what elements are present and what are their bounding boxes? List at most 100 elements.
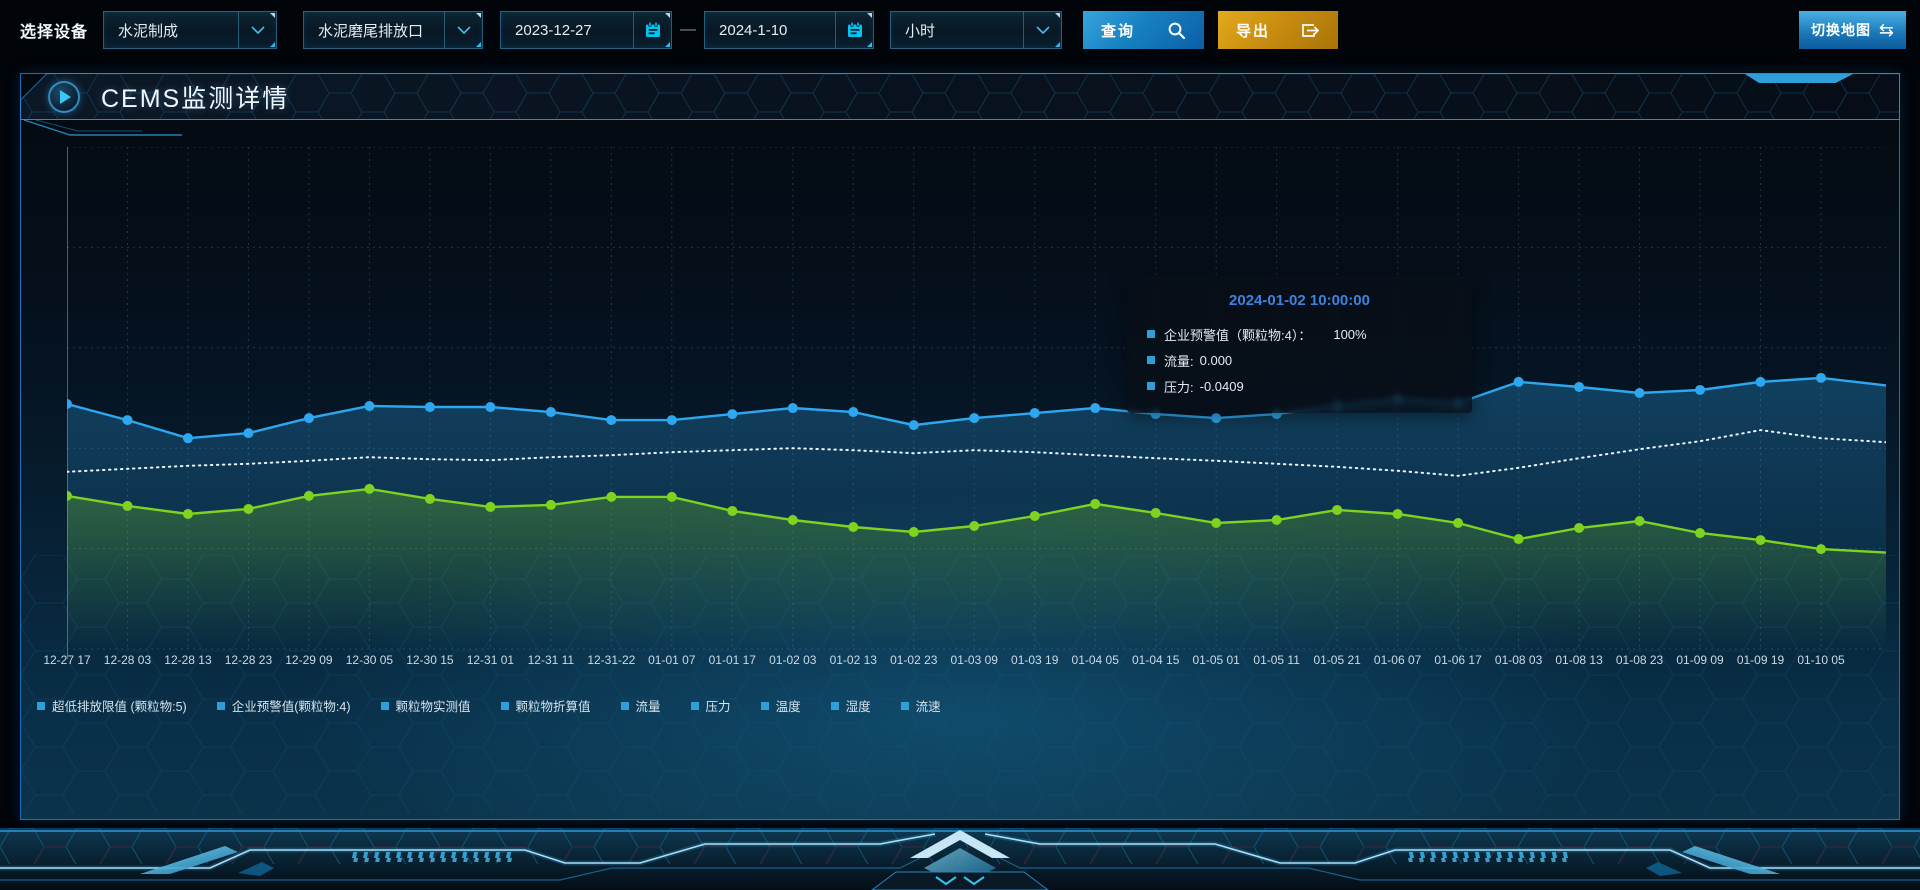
data-point[interactable]: [122, 500, 133, 511]
interval-select[interactable]: 小时: [890, 11, 1063, 49]
legend-item[interactable]: 流速: [900, 696, 941, 715]
end-date-input[interactable]: 2024-1-10: [704, 11, 875, 49]
x-axis-label: 01-05 01: [1192, 653, 1240, 667]
data-point[interactable]: [243, 503, 254, 514]
data-point[interactable]: [1090, 403, 1101, 414]
data-point[interactable]: [67, 399, 72, 410]
data-point[interactable]: [606, 491, 617, 502]
x-axis-label: 01-06 07: [1373, 653, 1422, 667]
data-point[interactable]: [1332, 504, 1343, 515]
data-point[interactable]: [1816, 544, 1826, 555]
export-button[interactable]: 导出: [1218, 11, 1339, 49]
data-point[interactable]: [364, 401, 375, 412]
data-point[interactable]: [303, 413, 314, 424]
start-date-input[interactable]: 2023-12-27: [500, 11, 673, 49]
legend-label: 流量: [635, 700, 661, 714]
data-point[interactable]: [1513, 376, 1524, 387]
tooltip-timestamp: 2024-01-02 10:00:00: [1229, 292, 1370, 309]
data-point[interactable]: [666, 415, 677, 426]
interval-select-value: 小时: [905, 22, 936, 40]
legend-item[interactable]: 湿度: [830, 696, 871, 715]
play-icon[interactable]: [48, 81, 80, 113]
data-point[interactable]: [908, 420, 919, 431]
data-point[interactable]: [243, 428, 254, 439]
legend-item[interactable]: 压力: [690, 696, 731, 715]
x-axis-label: 12-31 11: [527, 653, 575, 667]
data-point[interactable]: [1211, 413, 1222, 424]
device-type-select-value: 水泥制成: [118, 22, 179, 40]
data-point[interactable]: [424, 402, 435, 413]
data-point[interactable]: [182, 433, 193, 444]
chevron-down-icon[interactable]: [238, 12, 276, 48]
data-point[interactable]: [1634, 515, 1645, 526]
data-point[interactable]: [1574, 381, 1585, 392]
data-point[interactable]: [1150, 507, 1161, 518]
data-point[interactable]: [545, 499, 556, 510]
x-axis-label: 01-03 09: [950, 653, 998, 667]
chart-tooltip: 2024-01-02 10:00:00 企业预警值（颗粒物:4）： 100% 流…: [1127, 276, 1472, 413]
data-point[interactable]: [727, 409, 738, 420]
legend-marker-icon: [380, 701, 389, 710]
legend-item[interactable]: 颗粒物实测值: [380, 696, 471, 715]
calendar-icon[interactable]: [633, 12, 671, 48]
data-point[interactable]: [485, 501, 496, 512]
legend-item[interactable]: 企业预警值(颗粒物:4): [216, 696, 351, 715]
data-point[interactable]: [908, 527, 919, 538]
chevron-down-icon[interactable]: [444, 12, 482, 48]
data-point[interactable]: [424, 493, 435, 504]
data-point[interactable]: [1755, 535, 1766, 546]
data-point[interactable]: [727, 505, 738, 516]
data-point[interactable]: [969, 413, 980, 424]
legend-item[interactable]: 流量: [620, 696, 661, 715]
legend-item[interactable]: 超低排放限值 (颗粒物:5): [37, 696, 187, 715]
data-point[interactable]: [848, 522, 859, 533]
tooltip-item-value: -0.0409: [1199, 378, 1244, 394]
switch-map-button[interactable]: 切换地图 ⇆: [1799, 11, 1906, 49]
data-point[interactable]: [364, 483, 375, 494]
data-point[interactable]: [1695, 528, 1706, 539]
data-point[interactable]: [1029, 510, 1040, 521]
chevron-down-icon[interactable]: [1023, 12, 1061, 48]
calendar-icon[interactable]: [835, 12, 873, 48]
data-point[interactable]: [787, 514, 798, 525]
footer-tech-frame: [0, 828, 1920, 890]
switch-map-label: 切换地图: [1811, 22, 1871, 38]
data-point[interactable]: [1634, 387, 1645, 398]
data-point[interactable]: [122, 415, 133, 426]
data-point[interactable]: [545, 407, 556, 418]
data-point[interactable]: [303, 490, 314, 501]
data-point[interactable]: [787, 403, 798, 414]
query-button[interactable]: 查询: [1083, 11, 1205, 49]
legend-item[interactable]: 温度: [760, 696, 801, 715]
data-point[interactable]: [1090, 498, 1101, 509]
device-type-select[interactable]: 水泥制成: [103, 11, 278, 49]
data-point[interactable]: [1513, 534, 1524, 545]
data-point[interactable]: [848, 407, 859, 418]
series-line-1: [67, 429, 1886, 477]
legend-item[interactable]: 颗粒物折算值: [500, 696, 591, 715]
data-point[interactable]: [606, 415, 617, 426]
data-point[interactable]: [969, 521, 980, 532]
x-axis-label: 01-08 13: [1555, 653, 1603, 667]
query-button-label: 查询: [1101, 22, 1136, 40]
data-point[interactable]: [1271, 514, 1282, 525]
data-point[interactable]: [485, 402, 496, 413]
data-point[interactable]: [666, 491, 677, 502]
data-point[interactable]: [1392, 508, 1403, 519]
data-point[interactable]: [1695, 384, 1706, 395]
outlet-select[interactable]: 水泥磨尾排放口: [303, 11, 484, 49]
legend-marker-icon: [830, 701, 839, 710]
data-point[interactable]: [1816, 372, 1826, 383]
panel-header: CEMS监测详情: [20, 73, 1900, 120]
x-axis-label: 01-01 17: [708, 653, 756, 667]
data-point[interactable]: [1755, 376, 1766, 387]
data-point[interactable]: [1453, 517, 1464, 528]
data-point[interactable]: [1574, 523, 1585, 534]
chart-legend: 超低排放限值 (颗粒物:5) 企业预警值(颗粒物:4) 颗粒物实测值 颗粒物折算值 流量…: [37, 696, 941, 715]
data-point[interactable]: [1029, 408, 1040, 419]
line-chart[interactable]: [67, 147, 1886, 663]
data-point[interactable]: [67, 490, 72, 501]
data-point[interactable]: [182, 508, 193, 519]
data-point[interactable]: [1211, 517, 1222, 528]
